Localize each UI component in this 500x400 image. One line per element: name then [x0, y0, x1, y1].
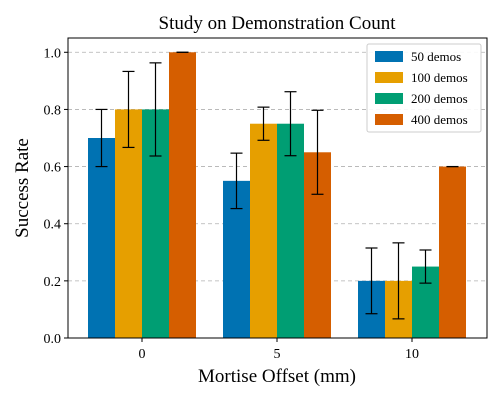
legend: 50 demos 100 demos 200 demos 400 demos	[366, 43, 482, 133]
y-tick-label: 0.2	[44, 275, 62, 290]
legend-swatch	[375, 51, 403, 62]
bar	[250, 123, 277, 338]
y-tick-label: 0.6	[44, 161, 62, 176]
y-tick-label: 0.8	[44, 103, 62, 118]
y-axis-label: Success Rate	[12, 138, 33, 238]
legend-label: 200 demos	[411, 91, 468, 106]
bars-group	[88, 52, 466, 339]
bar	[439, 166, 466, 338]
x-tick-label: 10	[405, 347, 419, 362]
legend-label: 50 demos	[411, 49, 461, 64]
legend-box	[366, 43, 482, 133]
x-tick-label: 0	[139, 347, 146, 362]
bar	[169, 52, 196, 339]
bar	[88, 138, 115, 338]
legend-label: 100 demos	[411, 70, 468, 85]
legend-label: 400 demos	[411, 112, 468, 127]
y-tick-label: 0.0	[44, 332, 62, 347]
legend-swatch	[375, 114, 403, 125]
x-tick-label: 5	[274, 347, 281, 362]
error-bars-group	[95, 51, 459, 320]
legend-swatch	[375, 93, 403, 104]
chart-title: Study on Demonstration Count	[159, 13, 397, 34]
bar	[277, 123, 304, 338]
legend-swatch	[375, 72, 403, 83]
y-tick-label: 0.4	[44, 218, 62, 233]
x-axis-label: Mortise Offset (mm)	[198, 366, 356, 387]
x-axis: 0 5 10	[139, 338, 419, 362]
y-axis: 0.0 0.2 0.4 0.6 0.8 1.0	[44, 46, 68, 347]
y-tick-label: 1.0	[44, 46, 62, 61]
